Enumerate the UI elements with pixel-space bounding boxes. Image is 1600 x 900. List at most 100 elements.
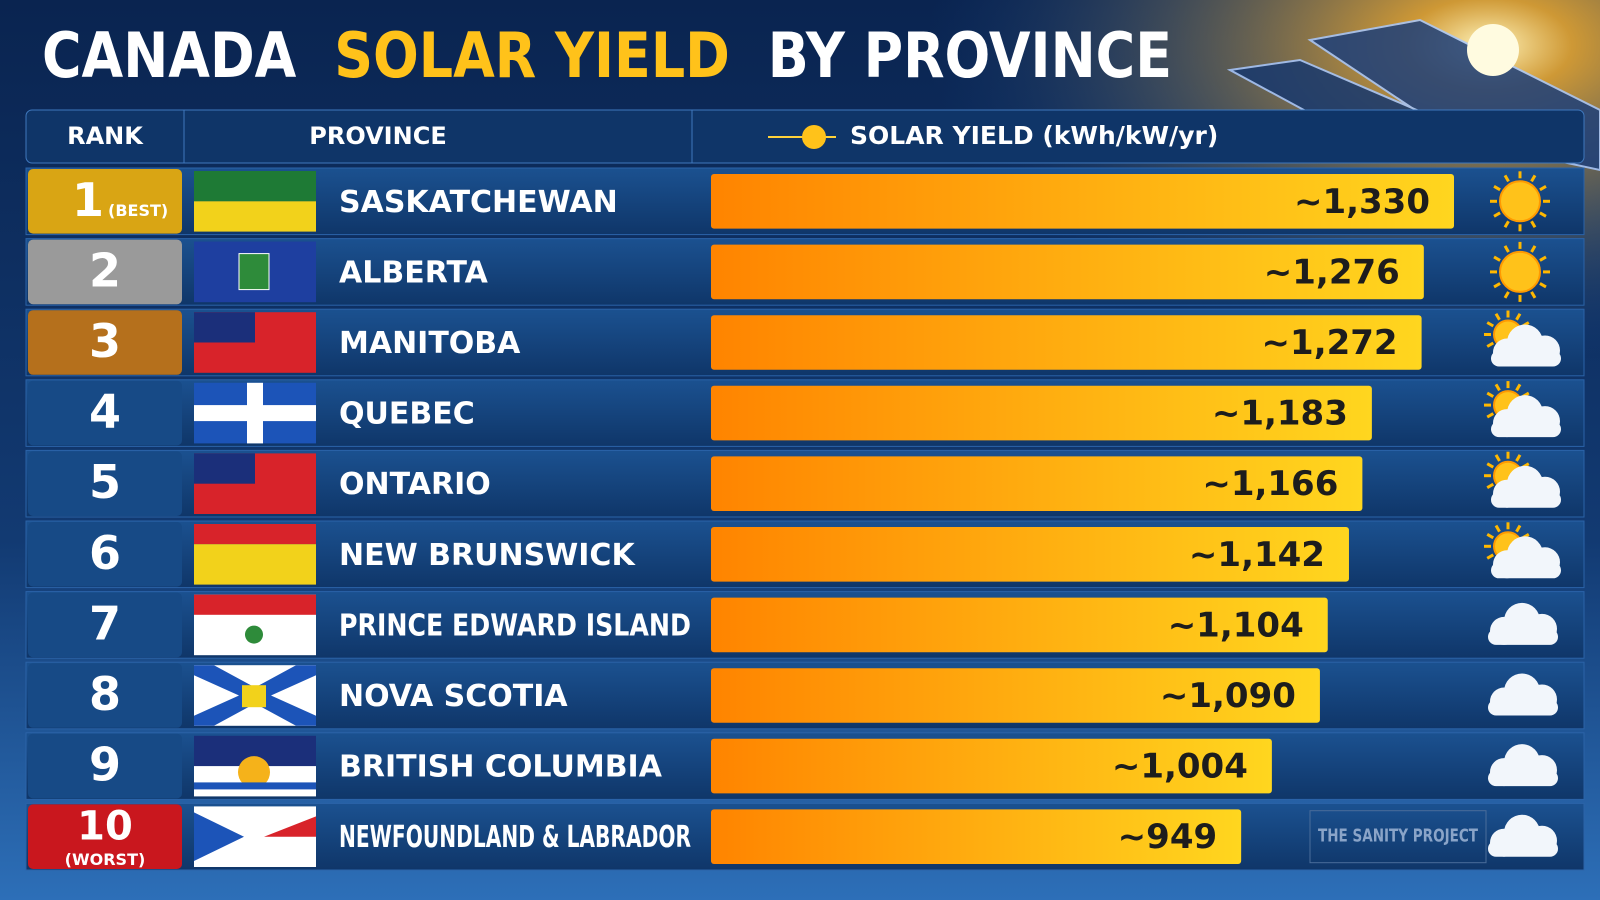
cloud-base (1491, 491, 1561, 508)
sun-ray (1494, 454, 1501, 462)
province-name: MANITOBA (339, 326, 521, 361)
sun-ray (1515, 383, 1522, 392)
rank-badge (28, 804, 182, 869)
province-name: NEW BRUNSWICK (339, 538, 636, 573)
bar (711, 527, 1349, 582)
rank-badge (28, 663, 182, 728)
rank-badge (28, 310, 182, 375)
sun-ray (1493, 255, 1501, 262)
bar (711, 385, 1372, 441)
province-name: NOVA SCOTIA (339, 679, 568, 714)
rank-badge (28, 522, 182, 587)
weather-icon (1490, 241, 1550, 302)
bar (711, 174, 1454, 229)
value-label: ~1,090 (1160, 676, 1296, 716)
flag-part (245, 625, 263, 644)
flag-part (264, 816, 316, 837)
province-name: PRINCE EDWARD ISLAND (339, 608, 691, 643)
rank-label: 3 (89, 314, 121, 368)
flag-part (194, 201, 316, 232)
rank-label: 5 (89, 455, 121, 509)
value-label: ~1,330 (1294, 182, 1430, 222)
sun-ray (1503, 174, 1510, 183)
weather-icon (1488, 673, 1558, 716)
sun (1467, 24, 1519, 76)
sun-ray (1493, 282, 1501, 289)
weather-icon (1484, 381, 1561, 438)
value-label: ~1,276 (1264, 252, 1400, 292)
rank-badge (28, 451, 182, 516)
value-label: ~1,166 (1202, 464, 1338, 504)
weather-icon (1488, 744, 1558, 787)
rank-label: 10 (77, 804, 133, 850)
sun-ray (1515, 312, 1522, 321)
value-label: ~1,142 (1189, 535, 1325, 575)
flag-part (238, 756, 270, 789)
sun-ray (1515, 454, 1522, 462)
cloud-base (1491, 421, 1561, 438)
rank-note: (WORST) (65, 850, 146, 869)
weather-icon (1484, 310, 1561, 367)
flag-part (194, 594, 316, 615)
bar (711, 809, 1242, 864)
sun-ray (1486, 412, 1495, 419)
bar (711, 738, 1272, 794)
cloud-base (1491, 562, 1561, 579)
value-label: ~1,004 (1112, 747, 1248, 787)
value-label: ~1,104 (1168, 605, 1304, 645)
province-name: SASKATCHEWAN (339, 185, 618, 220)
province-name: BRITISH COLUMBIA (339, 750, 663, 785)
flag (194, 665, 316, 726)
weather-icon (1484, 451, 1561, 508)
province-name: ALBERTA (339, 255, 489, 290)
flag (194, 735, 316, 797)
flag-part (194, 171, 316, 202)
sun-ray (1530, 174, 1537, 183)
sun-ray (1486, 482, 1495, 489)
cloud-base (1488, 699, 1558, 716)
title-highlight: SOLAR YIELD (334, 19, 730, 92)
sun-disc (1499, 180, 1541, 223)
flag (194, 806, 316, 867)
sun-ray (1539, 185, 1547, 192)
weather-icon (1484, 522, 1561, 579)
sun-ray (1530, 291, 1537, 299)
flag-part (194, 544, 316, 585)
weather-icon (1488, 814, 1558, 857)
sun-ray (1493, 211, 1501, 218)
header-rank: RANK (67, 122, 144, 150)
rank-badge (28, 239, 182, 305)
chart-title: CANADA SOLAR YIELD BY PROVINCE (42, 19, 1172, 92)
sun-ray (1494, 524, 1501, 533)
rank-label: 1 (72, 173, 104, 227)
flag-part (194, 453, 255, 484)
bar (711, 668, 1320, 723)
sun-disc (1499, 250, 1541, 293)
sun-ray (1486, 553, 1495, 560)
sun-ray (1486, 391, 1495, 398)
sun-ray (1503, 291, 1510, 299)
sun-ray (1503, 245, 1510, 253)
flag-part (194, 405, 316, 422)
header-yield: SOLAR YIELD (kWh/kW/yr) (850, 121, 1218, 150)
cloud-base (1491, 350, 1561, 367)
watermark: THE SANITY PROJECT (1318, 826, 1479, 847)
bar (711, 456, 1363, 511)
sun-ray (1503, 220, 1510, 229)
sun-ray (1486, 533, 1495, 540)
bar (711, 244, 1424, 300)
province-name: NEWFOUNDLAND & LABRADOR (339, 820, 691, 855)
value-label: ~1,272 (1262, 323, 1398, 363)
rank-badge (28, 380, 182, 446)
flag (194, 453, 316, 514)
flag (194, 524, 316, 585)
cloud-base (1488, 628, 1558, 645)
rank-badge (28, 733, 182, 799)
header-province: PROVINCE (309, 122, 446, 150)
rank-badge (28, 592, 182, 658)
flag-part (238, 253, 270, 291)
watermark-box (1309, 810, 1487, 864)
cloud-base (1488, 840, 1558, 857)
